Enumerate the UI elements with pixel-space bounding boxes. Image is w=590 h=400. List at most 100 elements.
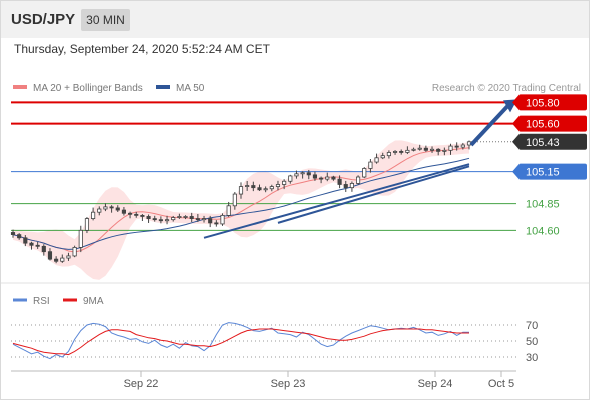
price-levels <box>11 101 516 231</box>
candle-body <box>245 185 250 188</box>
candle-body <box>423 147 428 151</box>
candle-body <box>41 245 46 253</box>
trendline-0 <box>203 163 470 239</box>
candle-body <box>103 206 108 210</box>
candle-body <box>214 222 219 225</box>
time-tick-label: Oct 5 <box>488 378 514 390</box>
level-labels: 105.80 105.60 105.43 105.15 104.85 104.60 <box>512 94 587 237</box>
time-tick-label: Sep 24 <box>418 378 453 390</box>
candle-body <box>10 232 16 235</box>
bollinger-band-area <box>13 140 469 280</box>
rsi-panel: RSI 9MA 70 50 30 <box>11 296 538 364</box>
candle-body <box>195 218 200 221</box>
candle-body <box>66 255 71 259</box>
candle-body <box>72 246 77 257</box>
price-panel: MA 20 + Bollinger Bands MA 50 Research ©… <box>1 83 589 284</box>
candle-body <box>306 172 311 176</box>
candle-body <box>134 213 139 216</box>
copyright-text: Research © 2020 Trading Central <box>432 83 581 94</box>
level-label-4: 104.85 <box>526 199 560 211</box>
time-tick-label: Sep 22 <box>124 378 159 390</box>
candle-body <box>177 216 182 218</box>
candle-body <box>183 216 188 218</box>
candle-body <box>171 217 176 221</box>
candle-body <box>226 205 231 216</box>
candle-body <box>460 144 465 148</box>
timestamp: Thursday, September 24, 2020 5:52:24 AM … <box>14 42 270 56</box>
candle-body <box>121 209 126 214</box>
projection-arrow <box>469 102 511 147</box>
candle-body <box>349 182 354 189</box>
candle-body <box>208 218 213 224</box>
candle-body <box>282 180 287 185</box>
level-tag-pointer-2 <box>512 133 519 150</box>
candle-body <box>128 212 133 215</box>
candle-body <box>331 176 336 180</box>
level-tag-pointer-0 <box>512 94 519 111</box>
candle-body <box>115 207 120 211</box>
candle-body <box>47 251 53 260</box>
candle-body <box>109 206 114 209</box>
candle-body <box>164 219 170 222</box>
candle-body <box>91 211 96 219</box>
candle-body <box>380 155 385 159</box>
candle-body <box>368 161 373 169</box>
candle-body <box>343 184 348 189</box>
candle-body <box>263 188 268 191</box>
candle-body <box>60 257 65 262</box>
candle-body <box>288 175 293 182</box>
candle-body <box>399 150 404 153</box>
rsi-9ma-line <box>12 328 469 356</box>
level-tag-3 <box>519 163 587 180</box>
bollinger-band <box>13 140 469 280</box>
candle-body <box>189 216 194 219</box>
level-tag-0 <box>519 94 587 111</box>
candle-body <box>442 149 447 152</box>
candles <box>10 140 472 264</box>
trendline-1 <box>277 165 470 224</box>
candle-body <box>78 229 83 248</box>
candle-body <box>294 173 299 177</box>
candle-body <box>356 176 361 184</box>
candle-body <box>405 149 410 153</box>
candle-body <box>146 216 151 219</box>
candle-body <box>35 244 40 247</box>
candle-body <box>257 187 262 191</box>
level-label-1: 105.60 <box>526 119 560 131</box>
candle-body <box>152 218 157 221</box>
candle-body <box>362 168 367 178</box>
timeframe-badge[interactable]: 30 MIN <box>81 9 130 31</box>
candle-body <box>448 145 453 151</box>
candle-body <box>29 242 34 246</box>
header-bar: USD/JPY 30 MIN <box>1 1 589 38</box>
level-label-5: 104.60 <box>526 225 560 237</box>
candle-body <box>158 219 163 222</box>
rsi-tick-30: 30 <box>526 352 538 364</box>
legend-label-9ma: 9MA <box>83 296 104 307</box>
candle-body <box>201 218 207 221</box>
level-tag-1 <box>519 115 587 132</box>
candle-body <box>220 214 225 225</box>
candle-body <box>275 184 281 187</box>
ma50-line <box>12 157 470 250</box>
candle-body <box>54 258 59 262</box>
candle-body <box>238 186 244 195</box>
moving-averages <box>12 147 470 253</box>
rsi-grid: 70 50 30 <box>11 320 538 364</box>
level-label-2: 105.43 <box>526 137 560 149</box>
rsi-lines <box>12 322 469 360</box>
symbol-title: USD/JPY <box>11 11 76 28</box>
level-tag-2 <box>519 133 587 150</box>
level-label-0: 105.80 <box>526 97 560 109</box>
ma20-line <box>12 147 470 253</box>
legend-label-ma50: MA 50 <box>176 83 205 94</box>
candle-body <box>411 148 416 151</box>
candle-body <box>232 193 237 207</box>
candle-body <box>417 147 422 150</box>
candle-body <box>17 234 22 239</box>
rsi-tick-70: 70 <box>526 320 538 332</box>
level-tag-pointer-3 <box>512 163 519 180</box>
candle-body <box>269 186 274 190</box>
